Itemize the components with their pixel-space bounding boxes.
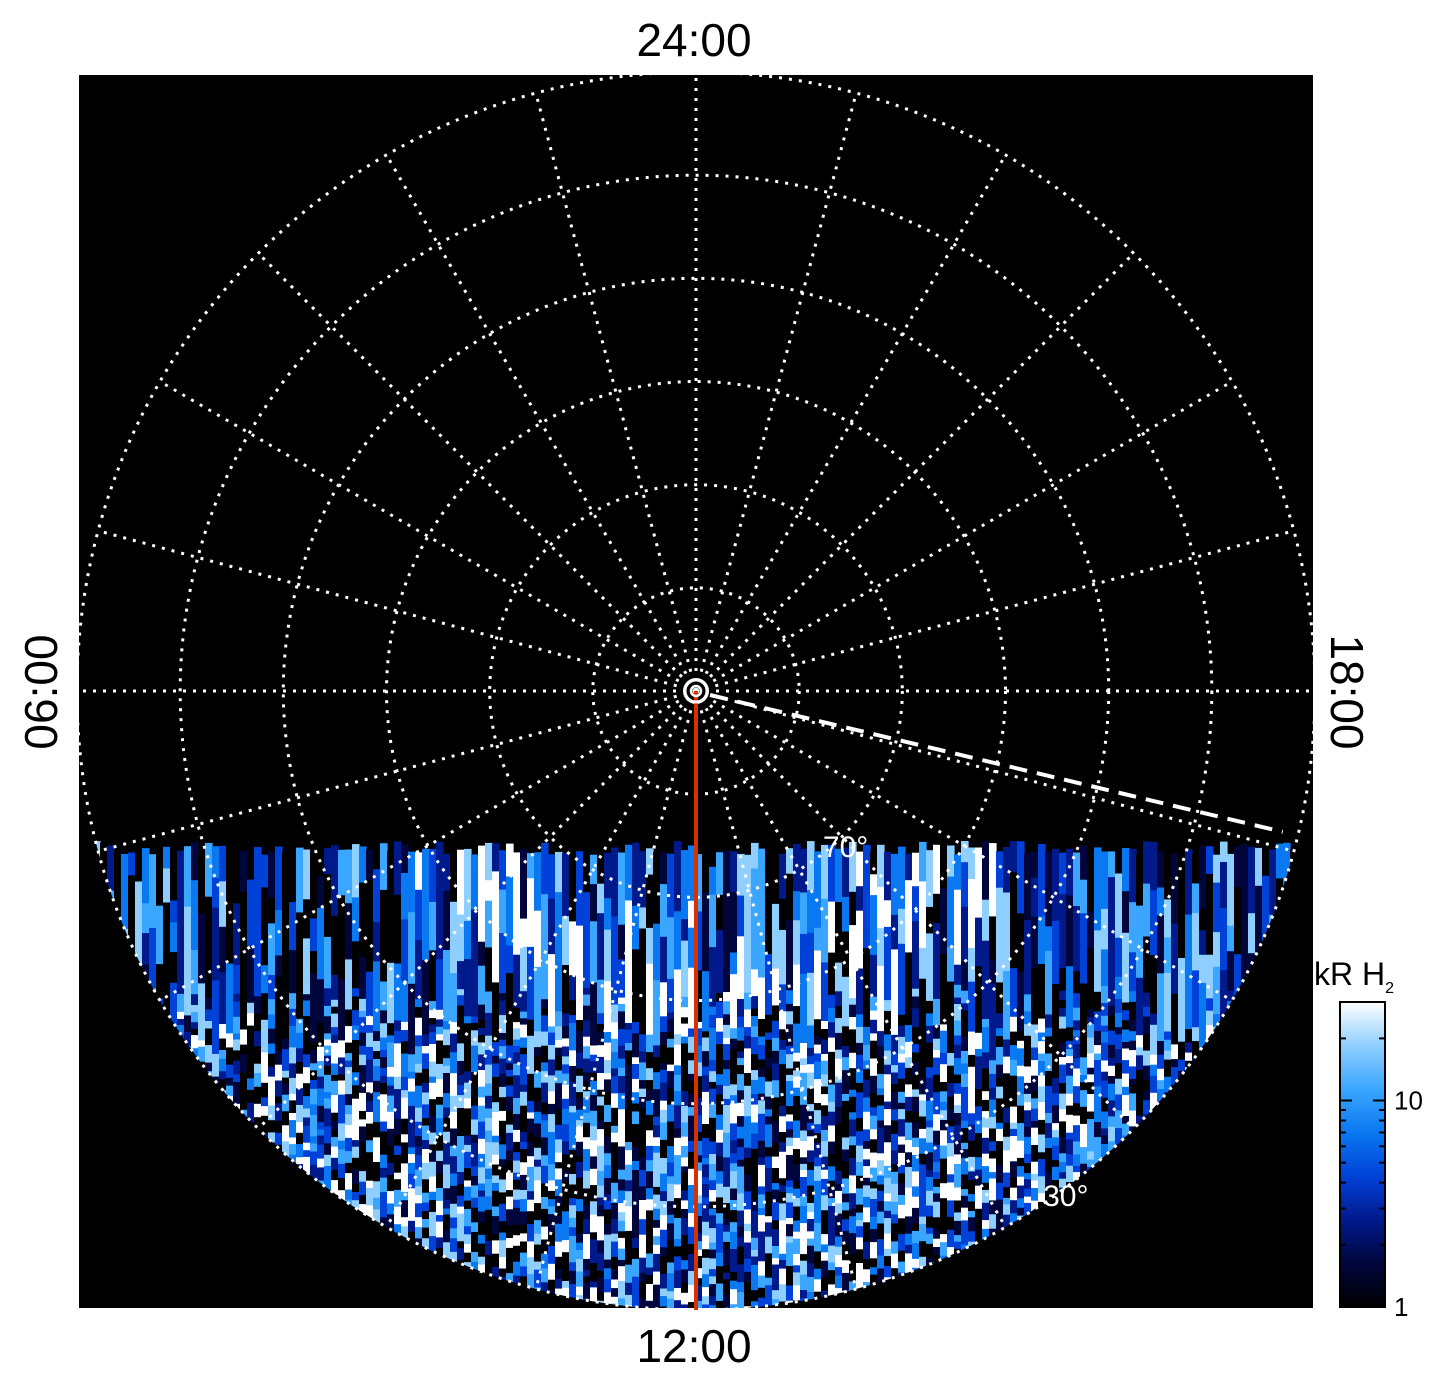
local-time-label-top: 24:00 [636,14,751,66]
latitude-label: 70° [823,831,868,864]
latitude-labels: 70° 30° [823,831,1089,1213]
colorbar-title: kR H2 [1314,956,1394,997]
colorbar-title-subscript: 2 [1385,980,1394,997]
colorbar-tick-label: 10 [1394,1086,1423,1116]
pole-marker [683,678,709,704]
local-time-label-right: 18:00 [1321,634,1373,749]
local-time-label-bottom: 12:00 [636,1320,751,1372]
colorbar-ticks: 1 10 [1340,1001,1423,1322]
colorbar-scale [1339,1001,1386,1308]
latitude-circle [385,380,1007,1002]
local-time-label-left: 06:00 [15,634,67,749]
latitude-label: 30° [1043,1180,1088,1213]
colorbar: kR H2 1 10 [1314,956,1423,1322]
latitude-circle [488,483,904,899]
dashed-boundary-line [709,693,1284,834]
colorbar-tick-label: 1 [1394,1292,1408,1322]
